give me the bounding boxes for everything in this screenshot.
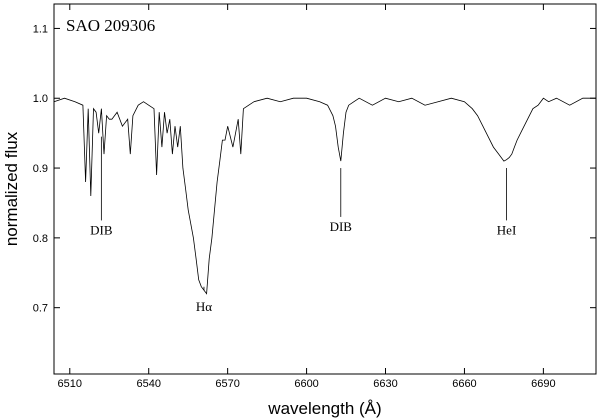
y-tick-label: 1.0 bbox=[33, 93, 48, 105]
annotation-label: DIB bbox=[90, 222, 113, 237]
annotations: DIB Hα DIB HeI bbox=[90, 136, 517, 314]
plot-frame bbox=[53, 3, 597, 375]
x-tick-label: 6630 bbox=[373, 378, 397, 390]
y-tick-label: 1.1 bbox=[33, 23, 48, 35]
x-axis-label: wavelength (Å) bbox=[267, 399, 381, 418]
spectrum-line bbox=[53, 97, 596, 295]
annotation-label: DIB bbox=[330, 219, 353, 234]
chart-title: SAO 209306 bbox=[66, 16, 155, 35]
x-tick-label: 6570 bbox=[215, 378, 239, 390]
y-axis-label: normalized flux bbox=[2, 131, 21, 246]
y-tick-label: 0.8 bbox=[33, 233, 48, 245]
annotation-label: HeI bbox=[497, 222, 517, 237]
x-tick-label: 6540 bbox=[136, 378, 160, 390]
x-axis-ticks: 6510 6540 6570 6600 6630 6660 6690 bbox=[58, 4, 556, 390]
y-tick-label: 0.9 bbox=[33, 163, 48, 175]
annotation-label: Hα bbox=[196, 299, 212, 314]
y-tick-label: 0.7 bbox=[33, 303, 48, 315]
x-tick-label: 6510 bbox=[58, 378, 82, 390]
x-tick-label: 6600 bbox=[294, 378, 318, 390]
y-axis-ticks: 0.7 0.8 0.9 1.0 1.1 bbox=[33, 23, 596, 315]
x-tick-label: 6660 bbox=[452, 378, 476, 390]
x-tick-label: 6690 bbox=[531, 378, 555, 390]
